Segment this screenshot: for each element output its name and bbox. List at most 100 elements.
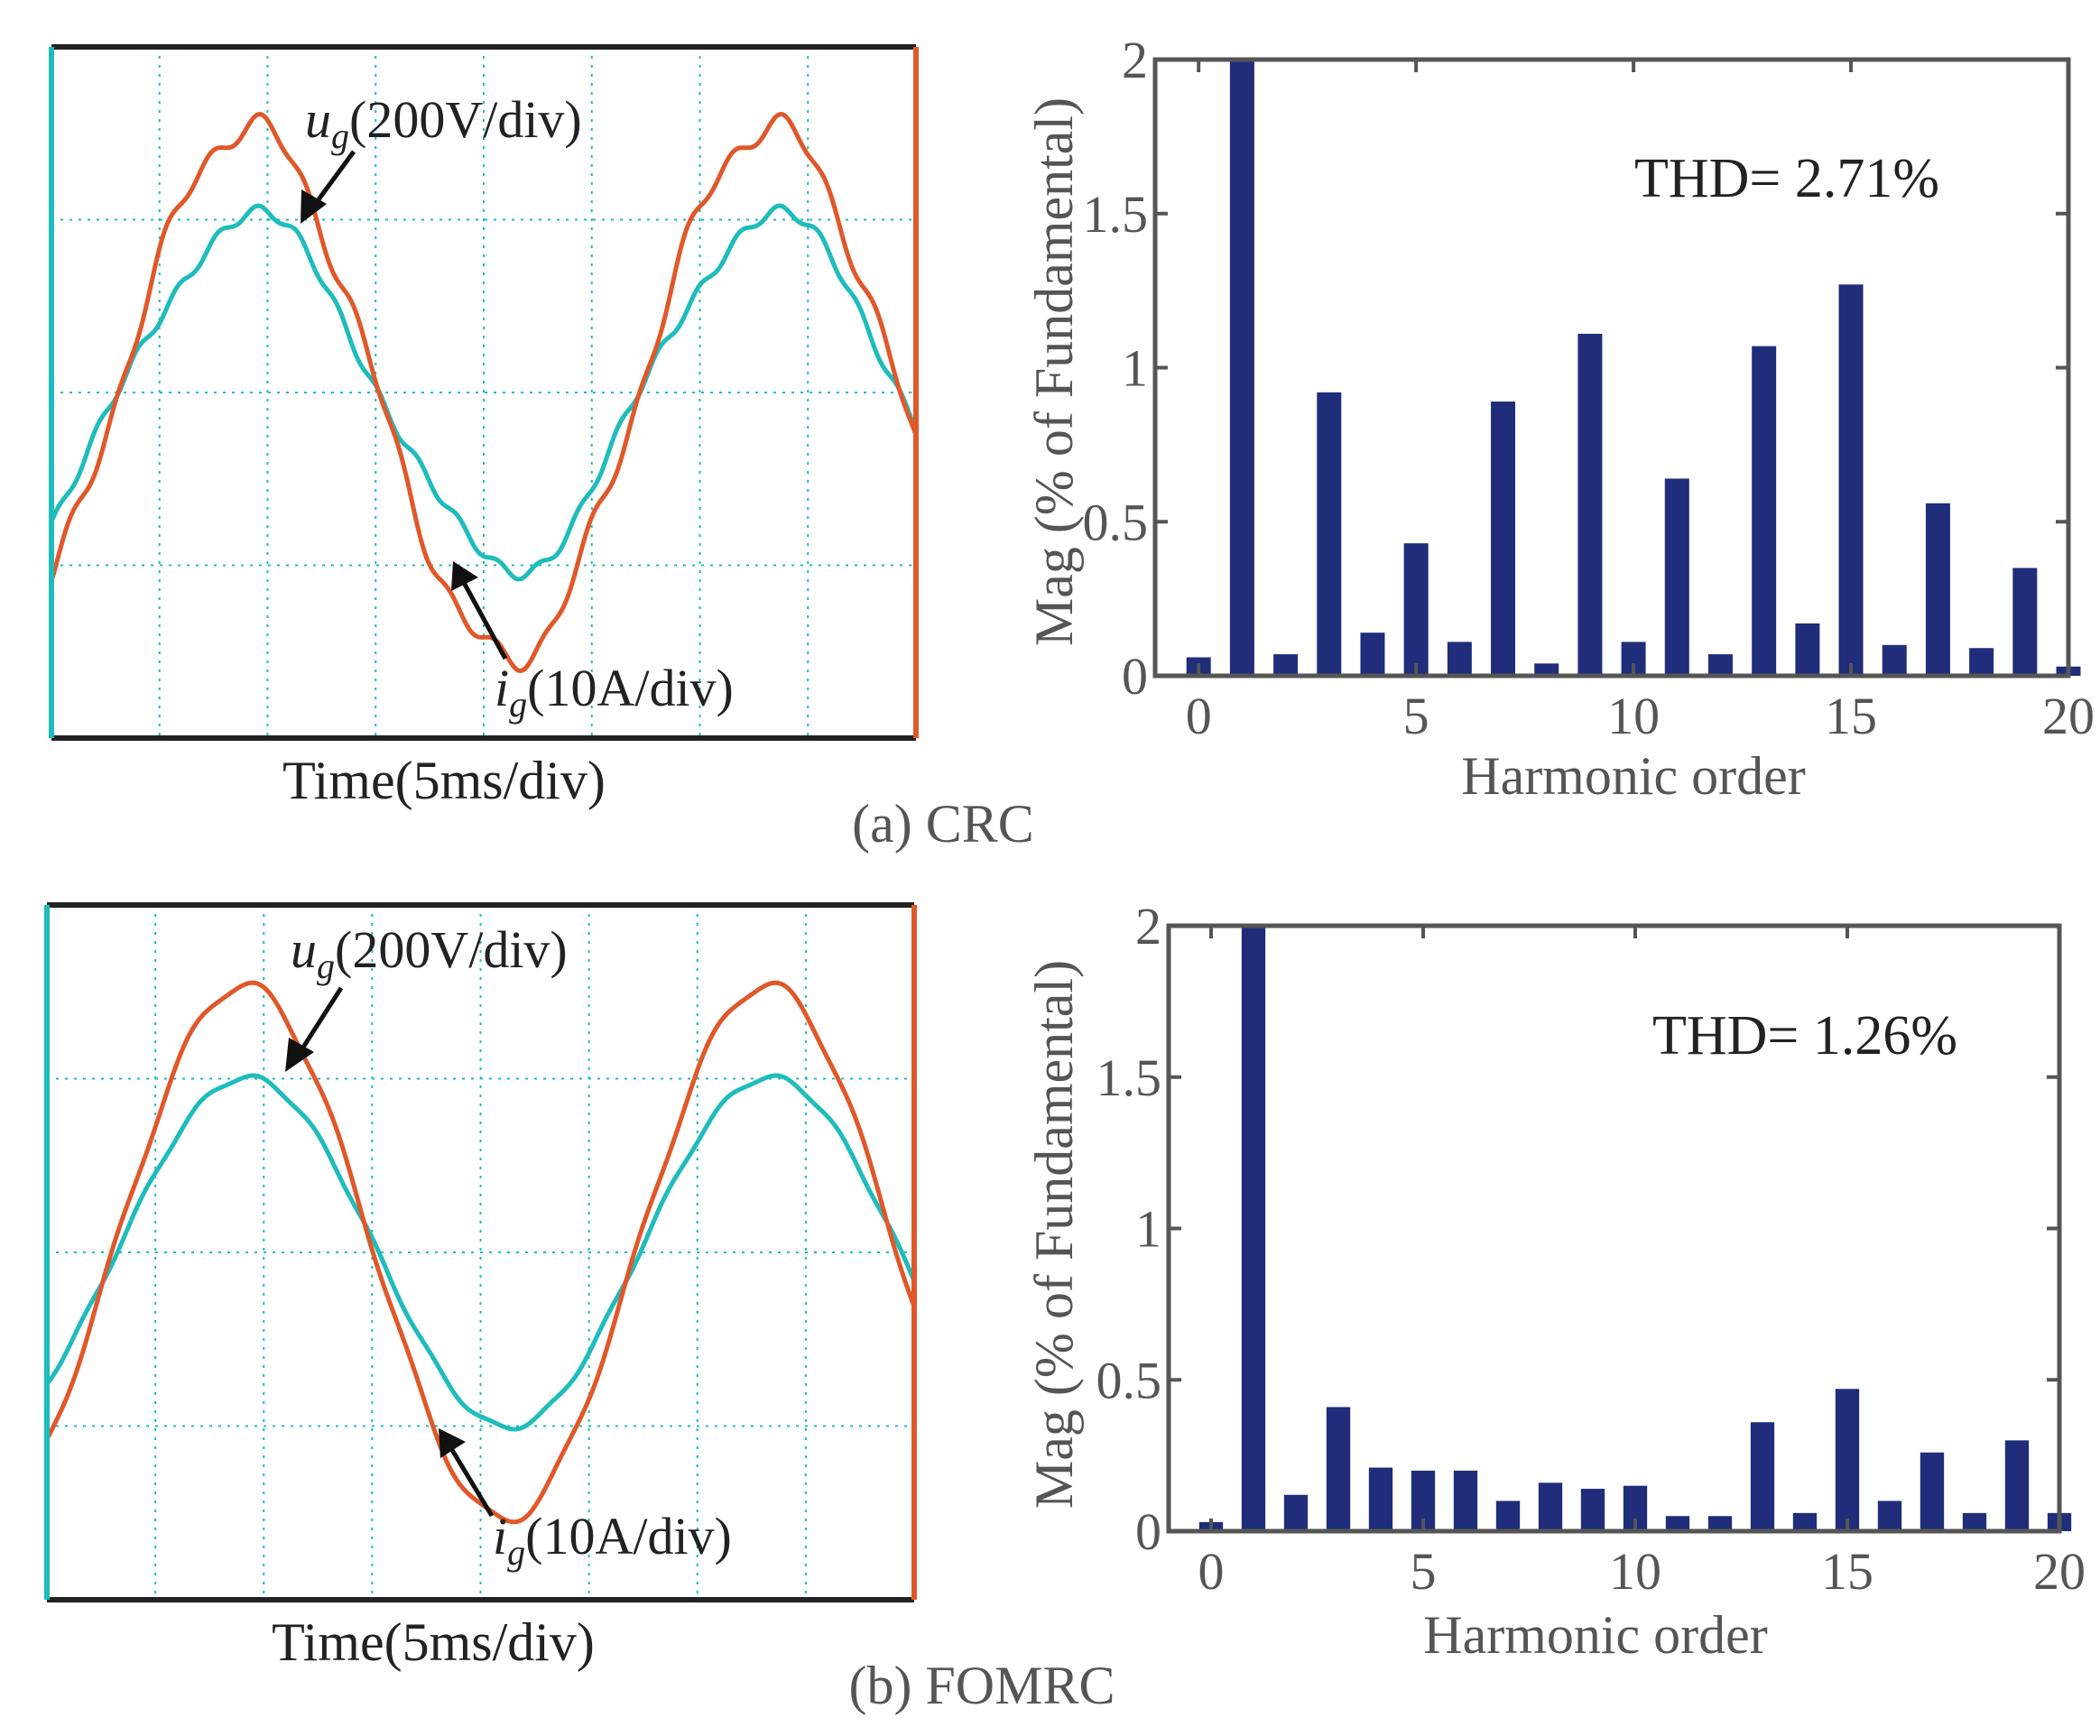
bar-harmonic-9 bbox=[1580, 1489, 1605, 1531]
bar-harmonic-8 bbox=[1534, 663, 1559, 676]
x-tick-label: 0 bbox=[1186, 687, 1212, 745]
current-label-b: ig(10A/div) bbox=[439, 1428, 732, 1573]
bars-b-ticks: 0 5 10 15 20 0 0.5 1 1.5 2 bbox=[1096, 897, 2086, 1601]
voltage-label-rest: (200V/div) bbox=[335, 920, 568, 979]
current-label-b-text: ig(10A/div) bbox=[493, 1507, 732, 1573]
bars-b-marks bbox=[1198, 926, 2072, 1531]
current-label-a-text: ig(10A/div) bbox=[495, 659, 734, 725]
current-label-a: ig(10A/div) bbox=[451, 561, 734, 725]
y-tick-label: 1.5 bbox=[1096, 1048, 1162, 1107]
bar-harmonic-19 bbox=[2012, 568, 2038, 676]
bar-harmonic-17 bbox=[1920, 1452, 1945, 1531]
x-tick-label: 0 bbox=[1198, 1542, 1225, 1601]
bars-a-ylabel: Mag (% of Fundamental) bbox=[1024, 97, 1084, 646]
voltage-label-b: ug(200V/div) bbox=[285, 920, 568, 1072]
x-tick-label: 15 bbox=[1821, 1542, 1873, 1601]
y-tick-label: 0.5 bbox=[1083, 493, 1149, 551]
current-label-sub: g bbox=[507, 1532, 525, 1573]
bar-harmonic-9 bbox=[1577, 333, 1603, 676]
bar-harmonic-2 bbox=[1283, 1494, 1309, 1531]
voltage-arrow-b bbox=[295, 986, 344, 1057]
voltage-arrowhead-b bbox=[285, 1038, 314, 1072]
y-tick-label: 1 bbox=[1122, 339, 1148, 398]
current-trace-ig bbox=[49, 203, 919, 582]
bars-b-xlabel: Harmonic order bbox=[1423, 1605, 1768, 1665]
bar-harmonic-3 bbox=[1317, 392, 1342, 676]
current-trace-ig bbox=[45, 1073, 916, 1432]
bar-harmonic-6 bbox=[1447, 642, 1472, 676]
scope-a-xlabel: Time(5ms/div) bbox=[282, 751, 606, 810]
current-label-rest: (10A/div) bbox=[527, 659, 734, 717]
bar-harmonic-18 bbox=[1962, 1512, 1987, 1531]
current-label-sub: g bbox=[509, 684, 527, 725]
bars-a-marks bbox=[1186, 60, 2081, 676]
y-tick-label: 2 bbox=[1122, 31, 1148, 89]
voltage-label-a-text: ug(200V/div) bbox=[305, 90, 582, 156]
scope-a-frame bbox=[49, 44, 919, 741]
y-tick-label: 1.5 bbox=[1083, 185, 1149, 244]
thd-annotation-a: THD= 2.71% bbox=[1634, 148, 1939, 209]
bar-harmonic-15 bbox=[1838, 284, 1864, 676]
current-arrowhead-b bbox=[439, 1428, 466, 1458]
bar-harmonic-1 bbox=[1241, 926, 1266, 1531]
scope-a-grid bbox=[51, 47, 916, 738]
y-tick-label: 0 bbox=[1135, 1502, 1161, 1561]
bar-harmonic-11 bbox=[1665, 1516, 1690, 1531]
bar-harmonic-6 bbox=[1453, 1470, 1478, 1531]
bar-harmonic-5 bbox=[1403, 543, 1429, 676]
current-label-main: i bbox=[493, 1507, 507, 1565]
voltage-label-b-text: ug(200V/div) bbox=[291, 920, 568, 986]
voltage-label-main: u bbox=[305, 90, 331, 149]
bar-harmonic-2 bbox=[1273, 654, 1299, 676]
caption-b: (b) FOMRC bbox=[848, 1656, 1115, 1715]
current-label-main: i bbox=[495, 659, 509, 717]
y-tick-label: 0.5 bbox=[1096, 1351, 1162, 1409]
bar-harmonic-14 bbox=[1795, 623, 1820, 676]
x-tick-label: 20 bbox=[2033, 1542, 2086, 1601]
x-tick-label: 5 bbox=[1403, 687, 1429, 745]
y-tick-label: 0 bbox=[1122, 647, 1148, 706]
x-tick-label: 15 bbox=[1825, 687, 1877, 745]
voltage-trace-ug bbox=[44, 980, 916, 1525]
current-arrow-a bbox=[459, 577, 508, 660]
thd-annotation-b: THD= 1.26% bbox=[1652, 1005, 1957, 1067]
bar-harmonic-17 bbox=[1925, 503, 1950, 676]
scope-b-xlabel: Time(5ms/div) bbox=[272, 1612, 595, 1672]
caption-a: (a) CRC bbox=[852, 794, 1034, 854]
voltage-label-sub: g bbox=[317, 946, 335, 986]
current-label-rest: (10A/div) bbox=[525, 1507, 732, 1565]
bar-harmonic-12 bbox=[1707, 1516, 1733, 1531]
scope-panel-a: ug(200V/div) ig(10A/div) Time(5ms/div) (… bbox=[49, 44, 1034, 854]
bar-harmonic-3 bbox=[1326, 1407, 1351, 1531]
bar-harmonic-8 bbox=[1538, 1482, 1563, 1531]
x-tick-label: 5 bbox=[1411, 1542, 1437, 1601]
voltage-arrowhead-a bbox=[301, 189, 327, 224]
bar-harmonic-1 bbox=[1229, 60, 1254, 676]
bar-harmonic-18 bbox=[1969, 648, 1994, 676]
x-tick-label: 10 bbox=[1609, 1542, 1661, 1601]
y-tick-label: 1 bbox=[1135, 1200, 1161, 1259]
bars-a-xlabel: Harmonic order bbox=[1461, 746, 1806, 806]
bar-harmonic-14 bbox=[1792, 1512, 1818, 1531]
bar-harmonic-7 bbox=[1491, 402, 1516, 676]
x-tick-label: 10 bbox=[1607, 687, 1660, 745]
bar-harmonic-7 bbox=[1495, 1501, 1521, 1531]
voltage-label-sub: g bbox=[331, 115, 349, 156]
scope-a-traces bbox=[49, 111, 919, 674]
harmonic-chart-a: 0 5 10 15 20 0 0.5 1 1.5 2 THD= 2.71% Harmonic or… bbox=[1024, 31, 2095, 806]
current-arrow-b bbox=[447, 1444, 495, 1518]
voltage-trace-ug bbox=[49, 111, 919, 674]
bar-harmonic-16 bbox=[1882, 644, 1907, 676]
y-tick-label: 2 bbox=[1135, 897, 1161, 956]
bar-harmonic-19 bbox=[2004, 1440, 2030, 1531]
bar-harmonic-16 bbox=[1877, 1501, 1902, 1531]
scope-b-frame bbox=[44, 902, 917, 1602]
scope-panel-b: ug(200V/div) ig(10A/div) Time(5ms/div) (… bbox=[44, 902, 1115, 1715]
bars-b-ylabel: Mag (% of Fundamental) bbox=[1024, 960, 1084, 1509]
scope-b-grid bbox=[47, 905, 914, 1600]
bar-harmonic-4 bbox=[1368, 1467, 1393, 1531]
bar-harmonic-13 bbox=[1752, 346, 1777, 676]
bar-harmonic-12 bbox=[1707, 654, 1733, 676]
voltage-label-main: u bbox=[291, 920, 317, 979]
